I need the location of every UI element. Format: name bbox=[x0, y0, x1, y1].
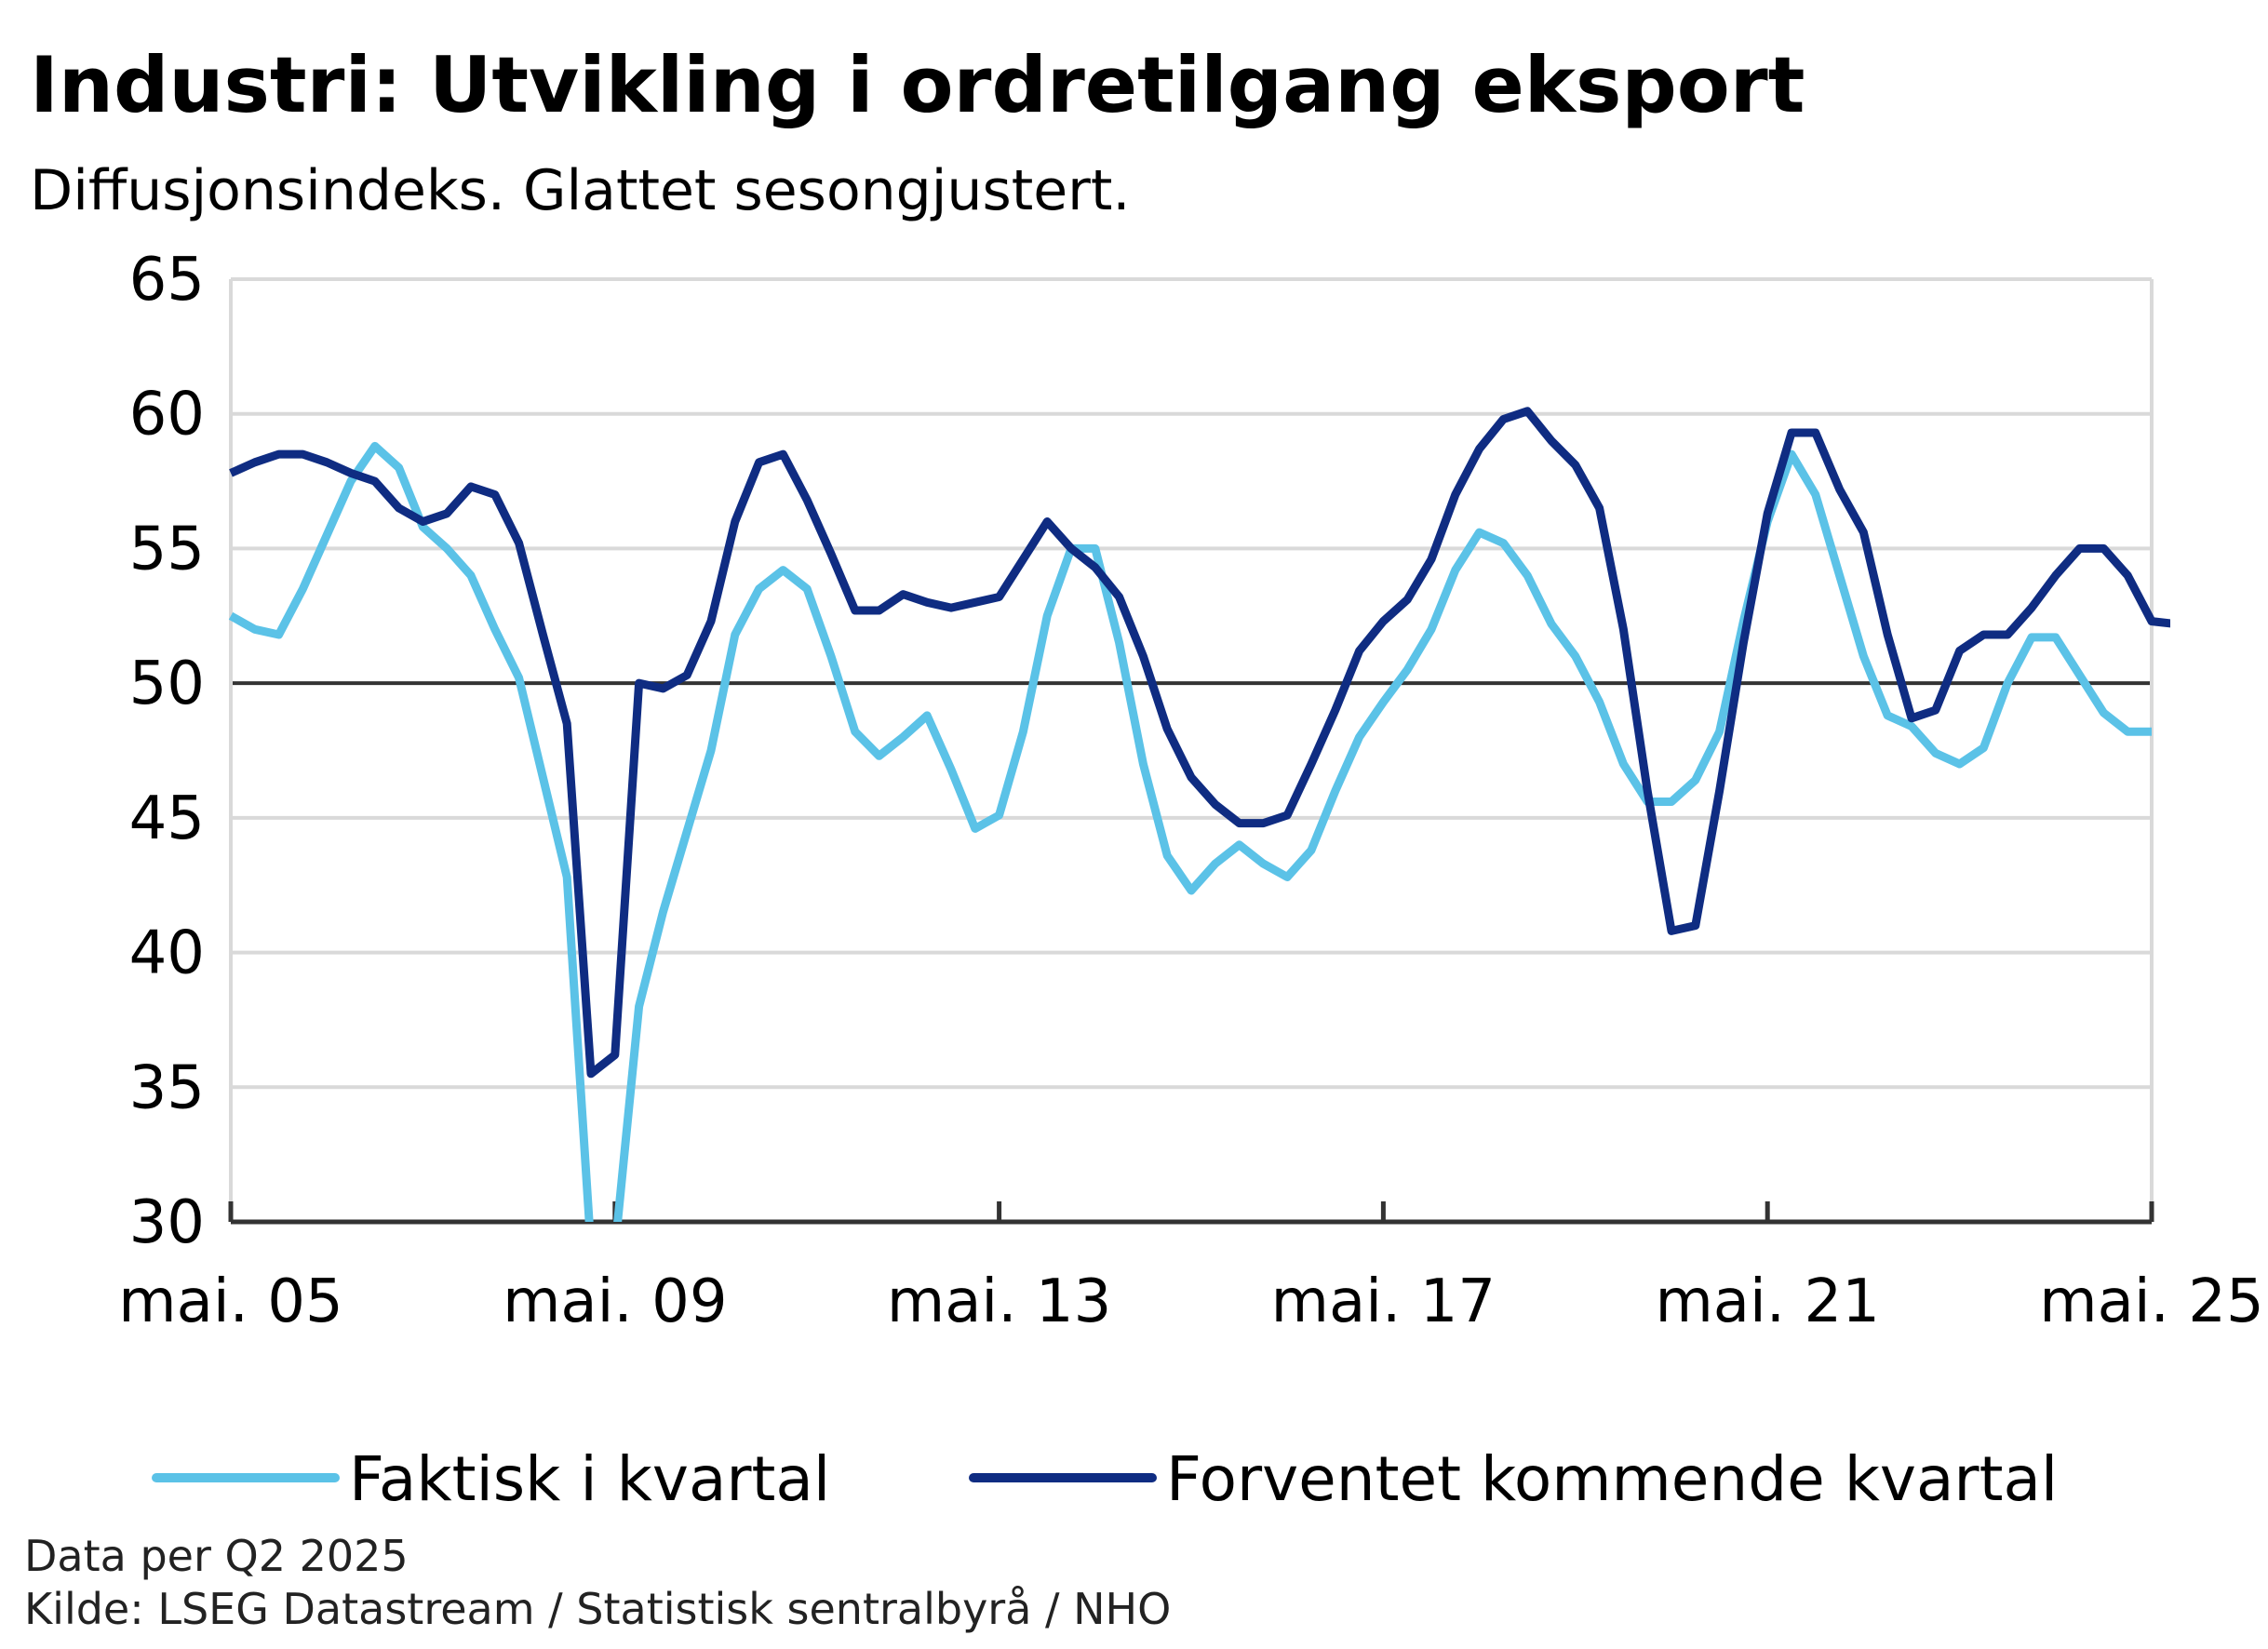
legend: Faktisk i kvartal Forventet kommende kva… bbox=[152, 1443, 2058, 1515]
source-note: Kilde: LSEG Datastream / Statistisk sent… bbox=[24, 1584, 1171, 1634]
legend-label-forventet: Forventet kommende kvartal bbox=[1166, 1443, 2058, 1515]
chart-subtitle: Diffusjonsindeks. Glattet sesongjustert. bbox=[30, 158, 1130, 223]
y-tick-label: 45 bbox=[129, 784, 205, 853]
x-tick-label: mai. 13 bbox=[887, 1267, 1111, 1336]
y-tick-label: 60 bbox=[129, 381, 205, 449]
x-axis: mai. 05 mai. 09 mai. 13 mai. 17 mai. 21 mai. … bbox=[118, 1201, 2264, 1336]
y-axis-ticks: 30 35 40 45 50 55 60 65 bbox=[129, 246, 205, 1257]
y-tick-label: 55 bbox=[129, 515, 205, 583]
x-tick-label: mai. 21 bbox=[1655, 1267, 1879, 1336]
grid bbox=[229, 277, 2154, 1222]
x-tick-label: mai. 25 bbox=[2039, 1267, 2263, 1336]
x-tick-label: mai. 17 bbox=[1271, 1267, 1496, 1336]
x-tick-label: mai. 05 bbox=[118, 1267, 342, 1336]
y-tick-label: 40 bbox=[129, 919, 205, 988]
x-tick-label: mai. 09 bbox=[503, 1267, 727, 1336]
series-lines bbox=[228, 407, 2170, 1222]
series-line-faktisk bbox=[228, 441, 2152, 1222]
y-tick-label: 35 bbox=[129, 1053, 205, 1122]
legend-label-faktisk: Faktisk i kvartal bbox=[349, 1443, 830, 1515]
series-line-forventet bbox=[229, 407, 2170, 1079]
y-tick-label: 65 bbox=[129, 246, 205, 315]
data-note: Data per Q2 2025 bbox=[24, 1531, 409, 1581]
y-tick-label: 50 bbox=[129, 650, 205, 718]
y-tick-label: 30 bbox=[129, 1188, 205, 1257]
chart-title: Industri: Utvikling i ordretilgang ekspo… bbox=[30, 40, 1805, 130]
